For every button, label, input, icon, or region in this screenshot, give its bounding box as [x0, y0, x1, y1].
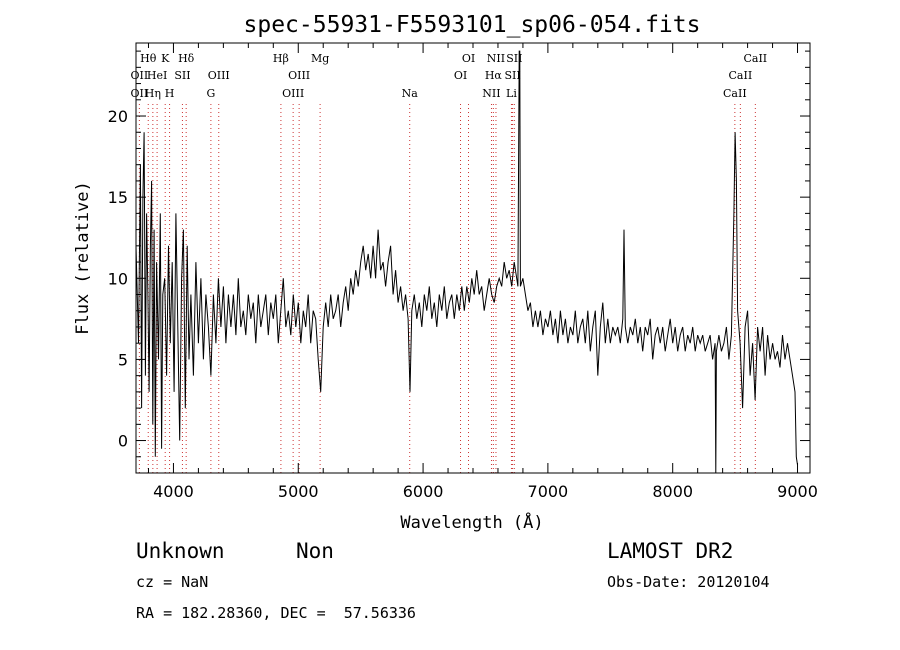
- line-marker-label: OII: [131, 69, 149, 82]
- survey-name: LAMOST DR2: [607, 539, 734, 563]
- line-marker-label: OI: [462, 52, 475, 65]
- ra-dec: RA = 182.28360, DEC = 57.56336: [136, 604, 416, 622]
- line-marker-label: SII: [504, 69, 520, 82]
- object-subclass: Non: [296, 539, 334, 563]
- line-marker-label: Li: [506, 87, 517, 100]
- line-marker-label: OIII: [208, 69, 230, 82]
- x-tick-label: 5000: [278, 482, 319, 501]
- line-marker-label: NII: [487, 52, 505, 65]
- series-layer: [135, 50, 798, 474]
- x-tick-label: 8000: [652, 482, 693, 501]
- line-marker-label: NII: [482, 87, 500, 100]
- axis-layer: 4000 5000 6000 7000 8000 9000 0 5 10 15 20: [108, 43, 818, 501]
- line-marker-label: HeI: [147, 69, 167, 82]
- y-tick-label: 5: [118, 350, 128, 369]
- line-marker-label: Hθ: [140, 52, 157, 65]
- line-marker-label: OII: [131, 87, 149, 100]
- line-marker-label: G: [206, 87, 215, 100]
- line-marker-label: OIII: [288, 69, 310, 82]
- x-tick-label: 6000: [403, 482, 444, 501]
- plot-frame: [135, 42, 811, 474]
- line-marker-label: SII: [174, 69, 190, 82]
- y-tick-label: 0: [118, 432, 128, 451]
- line-marker-label: CaII: [723, 87, 747, 100]
- x-axis-label: Wavelength (Å): [400, 511, 543, 533]
- line-marker-label: OIII: [282, 87, 304, 100]
- line-marker-label: Mg: [311, 52, 329, 65]
- object-class: Unknown: [136, 539, 225, 563]
- line-marker-label: H: [165, 87, 175, 100]
- line-marker-label: Hδ: [178, 52, 195, 65]
- line-marker-label: OI: [454, 69, 467, 82]
- line-marker-label: CaII: [743, 52, 767, 65]
- line-marker-layer: OIIOIIHθHηHeIKHSIIHδGOIIIHβOIIIOIIIMgNaO…: [131, 52, 767, 473]
- y-tick-label: 10: [108, 269, 128, 288]
- y-axis-label: Flux (relative): [73, 181, 93, 335]
- line-marker-label: Na: [402, 87, 419, 100]
- y-tick-label: 15: [108, 188, 128, 207]
- spectrum-series-line: [135, 50, 798, 474]
- line-marker-label: Hα: [485, 69, 503, 82]
- chart-title: spec-55931-F5593101_sp06-054.fits: [244, 12, 701, 38]
- line-marker-label: CaII: [729, 69, 753, 82]
- line-marker-label: K: [161, 52, 170, 65]
- redshift-cz: cz = NaN: [136, 573, 209, 591]
- x-tick-label: 4000: [153, 482, 194, 501]
- y-tick-label: 20: [108, 107, 128, 126]
- line-marker-label: Hβ: [273, 52, 289, 65]
- line-marker-label: SII: [506, 52, 522, 65]
- observation-date: Obs-Date: 20120104: [607, 573, 770, 591]
- x-tick-label: 7000: [528, 482, 569, 501]
- line-marker-label: Hη: [145, 87, 161, 100]
- spectrum-chart: spec-55931-F5593101_sp06-054.fits OII OII…: [73, 12, 818, 533]
- x-tick-label: 9000: [777, 482, 818, 501]
